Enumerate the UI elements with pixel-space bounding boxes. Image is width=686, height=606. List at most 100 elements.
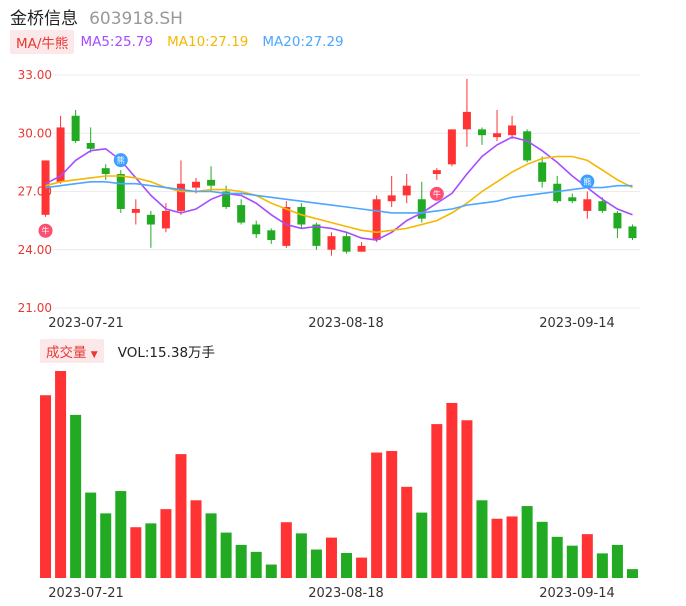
volume-bar: [536, 521, 548, 578]
moving-average-lines: [45, 136, 633, 241]
ma-toggle-button[interactable]: MA/牛熊: [10, 30, 75, 54]
price-tick-label: 24.00: [18, 243, 52, 257]
volume-bar: [506, 516, 518, 578]
price-date-label: 2023-08-18: [308, 316, 384, 331]
volume-bar: [566, 545, 578, 578]
candle-body: [432, 170, 441, 175]
volume-date-label: 2023-07-21: [48, 586, 124, 601]
volume-bar: [461, 420, 473, 578]
price-date-label: 2023-09-14: [539, 316, 615, 331]
volume-indicator-label: 成交量: [46, 345, 87, 361]
candle-body: [493, 133, 502, 138]
candle-body: [583, 199, 592, 211]
volume-bar: [55, 371, 67, 578]
volume-date-axis: 2023-07-21 2023-08-18 2023-09-14: [48, 586, 615, 601]
volume-bar: [551, 536, 563, 578]
price-tick-label: 21.00: [18, 301, 52, 315]
candle-body: [146, 214, 155, 225]
stock-header: 金桥信息 603918.SH: [10, 4, 183, 29]
candle-body: [508, 125, 517, 136]
ma10-line: [45, 155, 633, 234]
volume-bars: [40, 371, 638, 578]
candle-body: [192, 181, 201, 188]
candle-body: [372, 199, 381, 241]
bull-marker-icon: [429, 186, 444, 201]
candle-body: [176, 183, 185, 211]
candle-body: [71, 115, 80, 142]
volume-bar: [115, 491, 127, 578]
candle-body: [523, 131, 532, 161]
volume-bar: [280, 522, 292, 578]
volume-bar: [250, 551, 262, 578]
ma10-legend: MA10:27.19: [167, 34, 249, 50]
candle-body: [628, 226, 637, 239]
candle-body: [282, 207, 291, 246]
price-tick-label: 30.00: [18, 126, 52, 140]
volume-bar: [386, 451, 398, 578]
bull-marker-label: 牛: [42, 226, 50, 236]
candle-body: [553, 183, 562, 202]
bull-marker-label: 牛: [433, 189, 441, 199]
volume-indicator-dropdown[interactable]: 成交量 ▼: [40, 339, 104, 363]
volume-bar: [521, 506, 533, 578]
bear-marker-icon: [113, 153, 128, 168]
volume-bar: [175, 454, 187, 578]
volume-bar: [431, 424, 443, 578]
volume-bar: [371, 452, 383, 578]
candle-body: [342, 236, 351, 252]
candle-body: [462, 111, 471, 130]
volume-bar: [190, 500, 202, 578]
volume-bar: [310, 549, 322, 578]
candle-body: [613, 212, 622, 229]
candle-body: [116, 174, 125, 209]
candle-body: [417, 199, 426, 219]
candle-body: [101, 168, 110, 175]
volume-bar: [130, 527, 142, 578]
ma20-legend: MA20:27.29: [262, 34, 344, 50]
volume-bar: [325, 537, 337, 578]
price-date-axis: 2023-07-21 2023-08-18 2023-09-14: [48, 316, 615, 331]
volume-bar: [205, 513, 217, 578]
candle-body: [568, 197, 577, 202]
volume-bar: [40, 395, 52, 578]
candle-body: [327, 236, 336, 250]
volume-bar: [220, 532, 232, 578]
volume-bar: [401, 486, 413, 578]
volume-bar: [70, 414, 82, 578]
candle-body: [402, 185, 411, 196]
bull-bear-markers: 牛 熊牛 熊: [38, 153, 595, 238]
candle-body: [538, 162, 547, 182]
stock-code: 603918.SH: [89, 9, 183, 29]
volume-legend: 成交量 ▼ VOL:15.38万手: [40, 339, 215, 363]
volume-bar: [85, 492, 97, 578]
price-tick-label: 33.00: [18, 68, 52, 82]
candle-body: [222, 191, 231, 208]
candle-body: [312, 224, 321, 246]
bear-marker-icon: [580, 174, 595, 189]
volume-bar: [356, 557, 368, 578]
candle-body: [56, 127, 65, 182]
ma20-line: [45, 181, 633, 214]
ma5-line: [45, 136, 633, 241]
volume-bar: [476, 500, 488, 578]
volume-bar: [295, 533, 307, 578]
volume-bar: [265, 564, 277, 578]
volume-bar: [235, 544, 247, 578]
candle-body: [267, 230, 276, 241]
candle-body: [86, 142, 95, 149]
volume-bar: [491, 518, 503, 578]
candle-body: [297, 207, 306, 225]
volume-bar: [596, 553, 608, 578]
bear-marker-label: 熊: [117, 155, 125, 165]
candle-body: [477, 129, 486, 136]
volume-bar: [416, 512, 428, 578]
volume-bar: [611, 544, 623, 578]
volume-bar: [145, 523, 157, 578]
candle-body: [161, 210, 170, 229]
dropdown-arrow-icon: ▼: [90, 350, 98, 360]
volume-bar: [626, 569, 638, 578]
stock-name: 金桥信息: [10, 9, 78, 29]
candle-body: [252, 224, 261, 235]
volume-bar: [581, 534, 593, 578]
